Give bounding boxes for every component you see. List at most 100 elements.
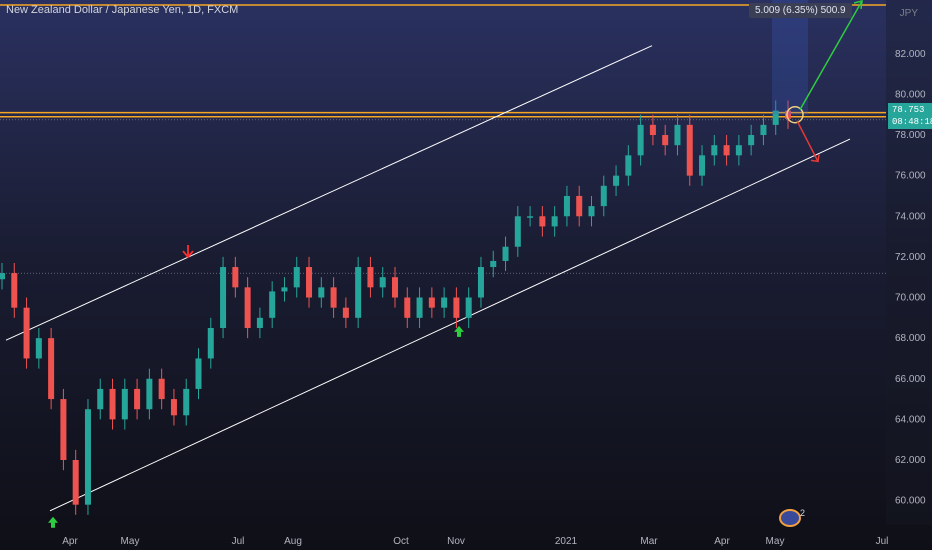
trend-channel — [5, 45, 851, 512]
candle-body — [355, 267, 362, 318]
projection-down-arrow — [796, 120, 819, 162]
time-axis: Apr May Jul Aug Oct Nov 2021 Mar Apr May Jul — [62, 536, 888, 547]
candle-body — [613, 175, 620, 186]
candle-body — [84, 409, 91, 505]
candle-body — [723, 145, 730, 156]
y-tick-label: 82.000 — [895, 49, 926, 60]
price-axis: 82.000 80.000 78.000 76.000 74.000 72.000 70.0… — [895, 49, 926, 507]
chart-title: New Zealand Dollar / Japanese Yen, 1D, F… — [6, 4, 239, 16]
projection-down-head — [810, 154, 820, 163]
candle-body — [379, 277, 386, 288]
candle-body — [674, 124, 681, 146]
candle-body — [183, 388, 190, 416]
x-tick-label: Jul — [232, 536, 245, 547]
buy-arrow-icon — [48, 516, 58, 528]
candle-body — [256, 317, 263, 328]
channel-lower-line — [49, 138, 851, 512]
x-tick-label: May — [766, 536, 785, 547]
candle-body — [367, 267, 374, 288]
candle-body — [527, 216, 534, 218]
currency-label[interactable]: JPY — [899, 8, 918, 19]
candle-body — [207, 327, 214, 359]
candle-body — [514, 216, 521, 247]
candle-body — [428, 297, 435, 308]
candle-body — [244, 287, 251, 328]
candle-body — [11, 273, 18, 308]
x-tick-label: Apr — [62, 536, 78, 547]
projection-up-head — [853, 0, 863, 10]
y-tick-label: 74.000 — [895, 211, 926, 222]
candle-body — [477, 267, 484, 298]
candle-body — [23, 307, 30, 359]
candle-body — [220, 267, 227, 328]
x-tick-label: Mar — [640, 536, 658, 547]
economic-events-icon[interactable] — [779, 509, 801, 527]
candle-body — [72, 460, 79, 505]
candle-body — [441, 297, 448, 308]
candle-body — [342, 307, 349, 318]
candle-body — [686, 124, 693, 176]
candle-body — [662, 135, 669, 146]
channel-upper-line — [5, 45, 653, 341]
measure-shade — [772, 0, 808, 115]
candle-body — [318, 287, 325, 298]
y-tick-label: 62.000 — [895, 455, 926, 466]
candle-body — [490, 260, 497, 268]
candle-body — [465, 297, 472, 318]
candle-body — [330, 287, 337, 308]
candle-body — [404, 297, 411, 318]
last-price-tag: 78.753 08:48:18 — [888, 103, 932, 129]
candle-body — [392, 277, 398, 298]
candle-body — [637, 124, 644, 156]
y-tick-label: 70.000 — [895, 293, 926, 304]
candle-body — [109, 388, 116, 420]
x-tick-label: Apr — [714, 536, 730, 547]
x-tick-label: Aug — [284, 536, 302, 547]
candle-body — [281, 287, 288, 292]
y-tick-label: 60.000 — [895, 496, 926, 507]
candle-body — [502, 246, 509, 261]
projection-arrows — [772, 0, 863, 163]
candle-body — [625, 155, 632, 176]
candle-body — [539, 216, 546, 227]
candlestick-series — [0, 100, 791, 515]
horizontal-levels — [0, 4, 886, 274]
y-tick-label: 68.000 — [895, 333, 926, 344]
candle-body — [306, 267, 313, 298]
y-tick-label: 80.000 — [895, 89, 926, 100]
y-tick-label: 64.000 — [895, 414, 926, 425]
candle-body — [232, 267, 239, 288]
candle-body — [576, 195, 583, 217]
y-tick-label: 72.000 — [895, 252, 926, 263]
price-axis-panel[interactable] — [886, 0, 932, 525]
buy-arrow-icon — [454, 325, 464, 337]
candle-body — [563, 195, 570, 217]
signal-arrows — [48, 245, 464, 528]
x-tick-label: Jul — [876, 536, 889, 547]
measure-tooltip: 5.009 (6.35%) 500.9 — [749, 3, 852, 18]
x-tick-label: Oct — [393, 536, 409, 547]
candle-body — [195, 358, 202, 389]
candle-body — [0, 273, 5, 280]
candle-body — [48, 338, 55, 400]
x-tick-label: May — [121, 536, 140, 547]
y-tick-label: 76.000 — [895, 171, 926, 182]
sell-arrow-icon — [182, 245, 194, 259]
candle-body — [588, 206, 595, 217]
events-count: 2 — [800, 508, 806, 518]
candle-body — [772, 110, 779, 125]
candle-body — [453, 297, 460, 318]
candle-body — [97, 388, 104, 410]
candle-body — [699, 155, 706, 176]
candle-body — [600, 185, 607, 207]
candle-body — [748, 135, 755, 146]
candle-body — [735, 145, 742, 156]
candle-body — [551, 216, 558, 227]
candle-body — [711, 145, 718, 156]
candle-body — [760, 124, 767, 136]
candle-body — [785, 110, 791, 119]
y-tick-label: 78.000 — [895, 130, 926, 141]
candle-body — [146, 378, 153, 410]
candle-body — [134, 388, 141, 410]
